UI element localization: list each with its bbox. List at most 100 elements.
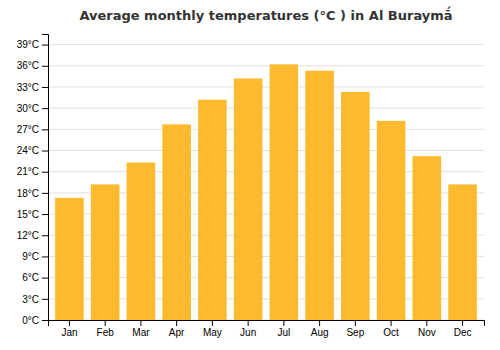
tick-label: 39°C (17, 39, 39, 50)
x-tick: Oct (383, 320, 399, 338)
tick-mark (212, 320, 213, 326)
bar (55, 198, 84, 320)
tick-mark (105, 320, 106, 326)
bar (305, 71, 334, 320)
x-tick: Aug (311, 320, 329, 338)
y-tick: 15°C (17, 209, 48, 220)
y-tick: 33°C (17, 82, 48, 93)
y-tick: 6°C (22, 272, 48, 283)
tick-mark (426, 320, 427, 326)
tick-label: Jul (277, 327, 290, 338)
tick-mark (42, 320, 48, 321)
tick-label: 6°C (22, 272, 39, 283)
tick-mark (42, 87, 48, 88)
grid-line (48, 150, 484, 151)
x-tick: Dec (454, 320, 472, 338)
x-tick: Feb (97, 320, 115, 338)
tick-label: Sep (346, 327, 364, 338)
bar (162, 124, 191, 320)
grid-line (48, 86, 484, 87)
bar (341, 92, 370, 320)
tick-mark (176, 320, 177, 326)
title: Average monthly temperatures (°C ) in Al… (79, 6, 452, 23)
tick-mark (140, 320, 141, 326)
y-axis: 0°C 3°C 6°C 9°C 12°C 15°C 18°C 21°C 24°C 27°C 30°C… (17, 35, 49, 326)
tick-mark (391, 320, 392, 326)
tick-label: 18°C (17, 188, 39, 199)
tick-label: 0°C (22, 315, 39, 326)
tick-mark (42, 45, 48, 46)
tick-label: Jun (240, 327, 256, 338)
plot-area (55, 64, 477, 320)
tick-label: Nov (418, 327, 436, 338)
tick-mark (42, 235, 48, 236)
tick-label: 12°C (17, 230, 39, 241)
tick-label: Aug (311, 327, 329, 338)
y-tick: 30°C (17, 103, 48, 114)
y-tick: 27°C (17, 124, 48, 135)
tick-mark (42, 172, 48, 173)
bar (270, 64, 299, 320)
y-tick: 21°C (17, 166, 48, 177)
tick-label: Mar (132, 327, 150, 338)
tick-mark (69, 320, 70, 326)
tick-label: Jan (61, 327, 77, 338)
bar (198, 100, 227, 320)
grid-line (48, 44, 484, 45)
y-tick: 9°C (22, 251, 48, 262)
tick-mark (42, 256, 48, 257)
axis-domain (42, 35, 49, 321)
tick-label: Apr (169, 327, 185, 338)
tick-mark (42, 129, 48, 130)
tick-label: 24°C (17, 145, 39, 156)
x-tick: Nov (418, 320, 436, 338)
tick-mark (462, 320, 463, 326)
axis-domain (49, 321, 485, 327)
bar (127, 163, 156, 320)
bar (413, 156, 442, 320)
tick-mark (283, 320, 284, 326)
tick-mark (42, 278, 48, 279)
tick-label: 9°C (22, 251, 39, 262)
tick-label: 30°C (17, 103, 39, 114)
grid-line (48, 108, 484, 109)
y-tick: 36°C (17, 60, 48, 71)
tick-label: 36°C (17, 60, 39, 71)
grid-line (48, 129, 484, 130)
tick-label: May (203, 327, 222, 338)
tick-label: 21°C (17, 166, 39, 177)
tick-label: 15°C (17, 209, 39, 220)
x-tick: Sep (346, 320, 364, 338)
y-tick: 0°C (22, 315, 48, 326)
y-tick: 18°C (17, 188, 48, 199)
y-tick: 24°C (17, 145, 48, 156)
grid (48, 45, 484, 320)
tick-mark (355, 320, 356, 326)
y-tick: 12°C (17, 230, 48, 241)
bar (234, 78, 263, 320)
bar (377, 121, 406, 320)
tick-mark (42, 151, 48, 152)
tick-mark (248, 320, 249, 326)
tick-mark (42, 299, 48, 300)
tick-label: Dec (454, 327, 472, 338)
x-tick: Mar (132, 320, 150, 338)
tick-mark (42, 193, 48, 194)
x-tick: May (203, 320, 222, 338)
x-tick: Jun (240, 320, 256, 338)
tick-label: Oct (383, 327, 399, 338)
tick-label: 3°C (22, 294, 39, 305)
chart: 0°C 3°C 6°C 9°C 12°C 15°C 18°C 21°C 24°C 27°C 30°C… (0, 0, 500, 350)
tick-label: Feb (97, 327, 115, 338)
x-axis: Jan Feb Mar Apr May Jun Jul Aug Sep Oct Nov Dec (49, 320, 485, 338)
x-tick: Apr (169, 320, 185, 338)
x-tick: Jan (61, 320, 77, 338)
tick-mark (42, 66, 48, 67)
bar (448, 184, 477, 320)
tick-mark (319, 320, 320, 326)
tick-mark (42, 214, 48, 215)
y-tick: 39°C (17, 39, 48, 50)
x-tick: Jul (277, 320, 290, 338)
tick-mark (42, 108, 48, 109)
bar (91, 184, 120, 320)
